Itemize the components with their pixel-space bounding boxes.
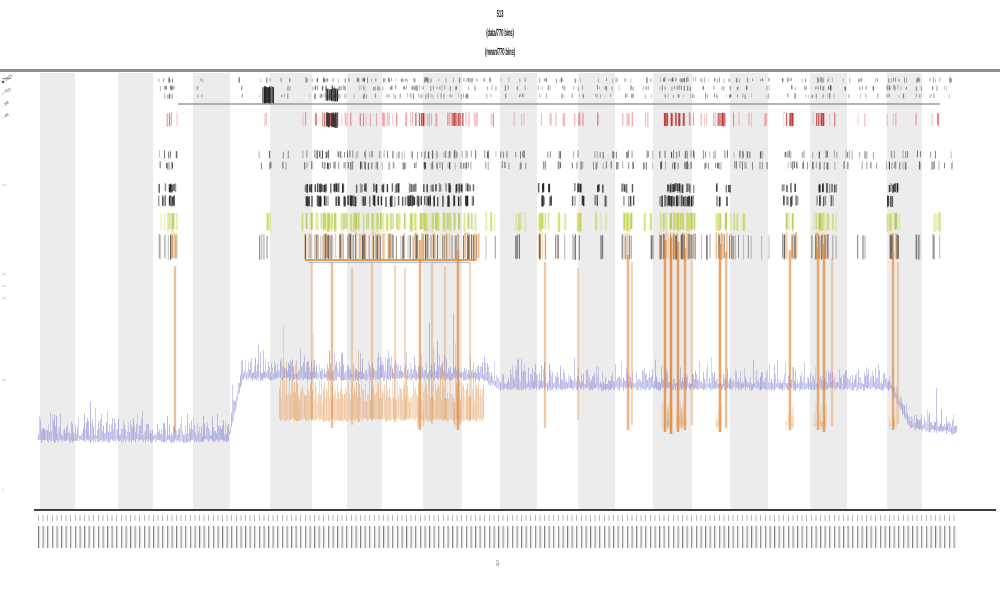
chart-subtitle-1: (data/770 bins) [486,28,514,39]
tick-track-yellow [160,212,941,232]
chart-subtitle-2: (mean/770 bins) [485,47,515,58]
tick-track-bold-2 [158,195,894,207]
x-axis-labels-strip [38,526,958,548]
reference-lines [178,103,940,263]
tick-track-red [166,112,940,127]
y-axis-micro-label: 1e1 [2,283,7,288]
x-axis-title: chr [494,560,500,567]
chromosome-band [578,73,615,510]
chromosome-band [730,73,768,510]
tick-track-mid-2 [159,161,953,170]
tick-track-mid-1 [159,150,952,159]
x-axis-ticks [38,515,958,521]
tick-track-dark [158,234,941,260]
blue-signal [38,313,957,443]
y-axis-micro-label: 1e0 [2,295,7,300]
y-axis-micro-label: 0 [2,487,4,492]
tick-track-orange [170,232,897,260]
chromosome-band [810,73,847,510]
chromosome-band [270,73,312,510]
tick-track-top-3 [164,93,950,99]
legend-label: 703 [3,86,12,95]
chromosome-band [347,73,382,510]
chart-title: 513 [496,9,504,20]
tick-track-top-1 [158,77,953,83]
chromosome-band [500,73,537,510]
orange-spikes [173,238,900,434]
dense-tick-blobs [262,86,339,128]
chromosome-band [118,73,153,510]
y-axis-micro-label: 1e4 [2,182,7,187]
y-axis-micro-label: 1e2 [2,271,7,276]
y-axis-micro-label: 5e1 [2,377,7,382]
chart-title-block: 513 (data/770 bins) (mean/770 bins) [0,5,1000,62]
tick-track-bold-1 [158,183,899,193]
x-axis-line [34,509,996,511]
chromosome-band [423,73,462,510]
top-border-bar [0,69,1000,72]
legend: ■2013+703–58×48 [0,73,36,128]
chromosome-band [40,73,75,510]
chromosome-bands [0,73,1000,510]
legend-line-sample [2,78,11,79]
tick-track-top-2 [159,85,947,91]
